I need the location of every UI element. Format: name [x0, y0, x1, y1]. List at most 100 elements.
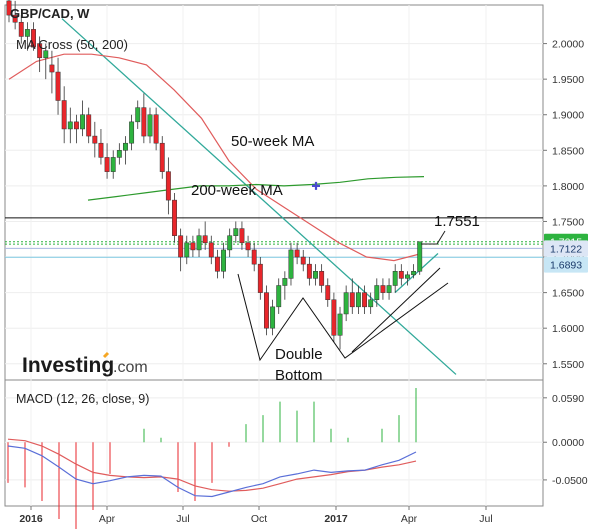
level-pointer — [421, 230, 446, 245]
ma-cross-marker — [312, 181, 320, 190]
price-tick-label: 1.9000 — [552, 110, 584, 122]
candle-body — [288, 249, 294, 279]
candle-body — [43, 50, 49, 59]
candle-body — [386, 285, 392, 293]
candle-body — [141, 107, 147, 137]
investing-logo: Investing .com — [22, 351, 148, 377]
macd-line — [7, 445, 417, 498]
time-tick-label: Oct — [251, 513, 267, 525]
candle-body — [368, 299, 374, 308]
candle-body — [123, 142, 128, 151]
price-tick-label: 2.0000 — [552, 39, 584, 51]
candle-body — [374, 285, 380, 300]
candles — [6, 0, 423, 350]
rising-trendline — [394, 253, 439, 294]
candle-body — [67, 121, 73, 130]
price-tick-label: 1.9500 — [552, 74, 584, 86]
candle-body — [300, 256, 306, 265]
candle-body — [405, 274, 410, 279]
candle-body — [12, 14, 18, 23]
pattern-label-line1: Double — [275, 346, 323, 363]
price-badge-label: 1.6893 — [550, 260, 582, 272]
candle-body — [196, 235, 202, 251]
candle-body — [245, 242, 251, 251]
candle-body — [239, 228, 245, 244]
candle-body — [227, 235, 233, 251]
candle-body — [214, 256, 220, 272]
candle-body — [257, 263, 263, 293]
macd-signal-line — [7, 438, 417, 492]
candle-body — [313, 271, 318, 279]
candle-body — [331, 299, 337, 336]
candle-body — [190, 242, 196, 251]
price-tick-label: 1.8000 — [552, 181, 584, 193]
macd-series — [7, 388, 417, 529]
brand-accent-icon — [102, 351, 110, 359]
ma50-annotation: 50-week MA — [231, 133, 314, 150]
candle-body — [98, 142, 104, 158]
macd-tick-label: -0.0500 — [552, 475, 588, 487]
y-axis: 2.00001.95001.90001.85001.80001.75001.70… — [543, 39, 588, 487]
candle-body — [110, 157, 116, 172]
candle-body — [18, 21, 24, 37]
price-tick-label: 1.5500 — [552, 359, 584, 371]
price-badge — [544, 240, 588, 257]
candle-body — [31, 29, 36, 48]
rising-support-line — [351, 267, 441, 353]
price-tick-label: 1.8500 — [552, 145, 584, 157]
candle-body — [380, 285, 386, 293]
price-tick-label: 1.6000 — [552, 323, 584, 335]
brand-suffix: .com — [113, 359, 148, 376]
candle-body — [276, 285, 282, 308]
candle-body — [411, 271, 417, 276]
price-tick-label: 1.6500 — [552, 288, 584, 300]
brand-name: Investing — [22, 354, 114, 377]
candle-body — [417, 241, 423, 272]
candle-body — [147, 114, 153, 137]
candle-body — [80, 114, 86, 130]
candle-body — [349, 292, 355, 308]
candle-body — [319, 271, 325, 286]
candle-body — [165, 171, 171, 201]
grid — [5, 5, 543, 506]
level-annotation: 1.7551 — [434, 213, 480, 230]
candle-body — [55, 71, 61, 101]
candle-body — [37, 43, 43, 59]
ma200-annotation: 200-week MA — [191, 182, 283, 199]
candle-body — [116, 150, 122, 158]
x-axis: 2016 Apr Jul Oct 2017 Apr Jul — [19, 506, 493, 525]
price-badge — [544, 256, 588, 273]
time-tick-label: Apr — [401, 513, 418, 525]
candle-body — [233, 228, 239, 236]
horizontal-levels — [5, 217, 543, 258]
candle-body — [24, 29, 30, 37]
candle-body — [178, 235, 184, 258]
candle-body — [294, 249, 300, 258]
double-bottom-outline — [237, 273, 449, 362]
candle-body — [251, 249, 257, 265]
candle-body — [362, 292, 367, 308]
time-tick-label: 2017 — [324, 513, 348, 525]
candle-body — [153, 114, 159, 144]
candle-body — [337, 313, 343, 336]
candle-body — [306, 263, 312, 279]
time-tick-label: Apr — [99, 513, 116, 525]
candle-body — [104, 157, 110, 172]
macd-tick-label: 0.0000 — [552, 437, 584, 449]
candle-body — [208, 242, 214, 258]
pattern-label-line2: Bottom — [275, 367, 323, 384]
time-tick-label: Jul — [479, 513, 492, 525]
candle-body — [184, 242, 190, 258]
time-tick-label: 2016 — [19, 513, 43, 525]
candle-body — [202, 235, 208, 244]
candle-body — [86, 114, 92, 137]
ma-indicator-label: MA Cross (50, 200) — [16, 37, 128, 52]
macd-indicator-label: MACD (12, 26, close, 9) — [16, 392, 149, 406]
candle-body — [221, 249, 227, 272]
candle-body — [355, 292, 361, 308]
candle-body — [6, 0, 12, 16]
candle-body — [282, 278, 288, 286]
candle-body — [392, 271, 398, 286]
